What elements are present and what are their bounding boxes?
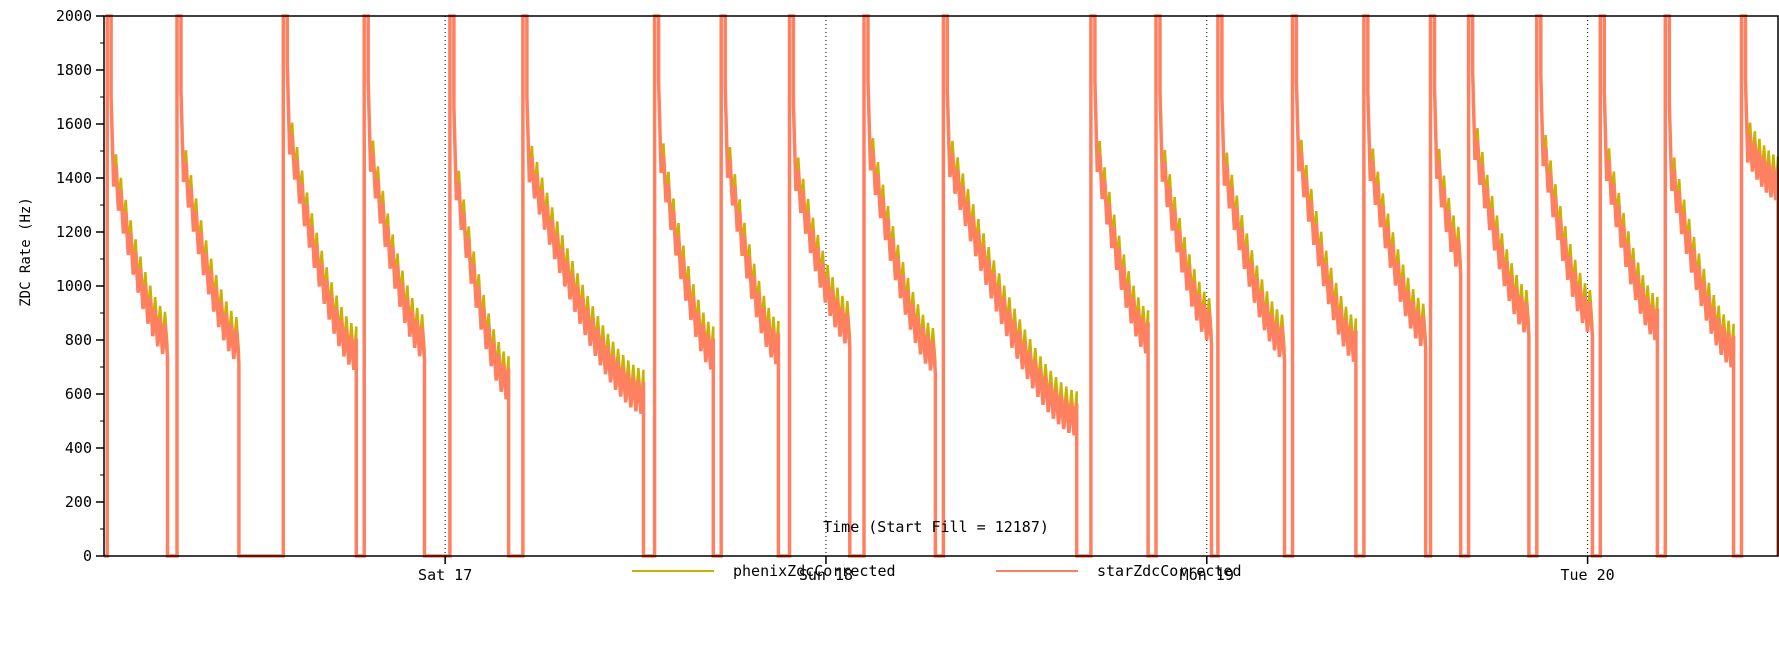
y-tick-label-6: 1200	[56, 223, 92, 241]
x-tick-label-2: Mon 19	[1180, 566, 1234, 584]
legend-label-star: starZdcCorrected	[1097, 562, 1242, 580]
y-tick-label-5: 1000	[56, 277, 92, 295]
y-tick-label-0: 0	[83, 547, 92, 565]
legend-label-phenix: phenixZdcCorrected	[733, 562, 896, 580]
plot-area	[104, 14, 1779, 558]
y-tick-label-7: 1400	[56, 169, 92, 187]
y-tick-label-1: 200	[65, 493, 92, 511]
y-tick-label-9: 1800	[56, 61, 92, 79]
x-axis-label: Time (Start Fill = 12187)	[823, 518, 1049, 536]
y-tick-label-3: 600	[65, 385, 92, 403]
x-tick-label-1: Sun 18	[799, 566, 853, 584]
axes: 0 200 400 600 800 1000 1200 1400 1600 1800 2000 Sat…	[56, 7, 1779, 584]
x-tick-label-0: Sat 17	[418, 566, 472, 584]
y-tick-label-10: 2000	[56, 7, 92, 25]
x-tick-label-3: Tue 20	[1560, 566, 1614, 584]
y-tick-label-4: 800	[65, 331, 92, 349]
y-axis-label: ZDC Rate (Hz)	[18, 197, 34, 307]
series-line-star	[104, 14, 1779, 558]
legend: phenixZdcCorrected starZdcCorrected	[632, 562, 1242, 580]
y-tick-label-2: 400	[65, 439, 92, 457]
y-tick-label-8: 1600	[56, 115, 92, 133]
